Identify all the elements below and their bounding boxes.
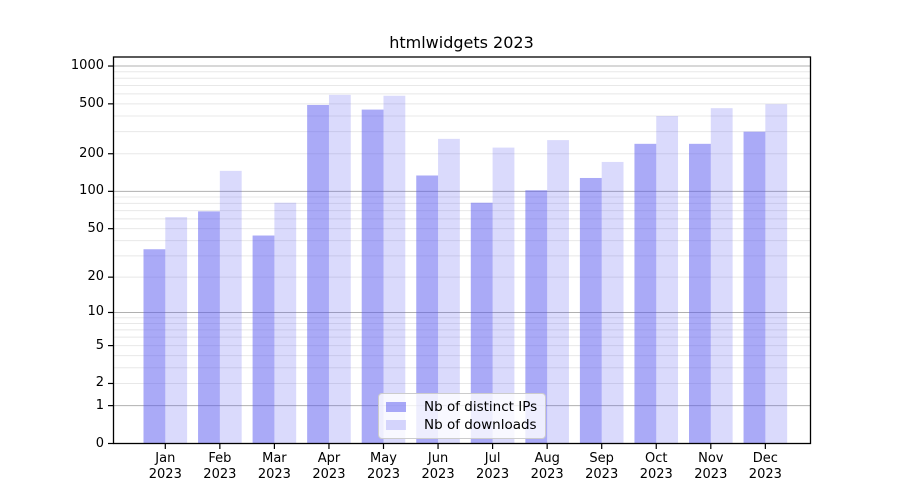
legend-label-distinct-ips: Nb of distinct IPs	[424, 399, 538, 415]
x-tick-label: Sep 2023	[585, 451, 619, 482]
bar-distinct-ips-oct	[634, 143, 657, 444]
x-tick-label: May 2023	[366, 451, 401, 482]
y-tick-label: 2	[95, 375, 104, 391]
bar-downloads-may	[383, 95, 406, 444]
y-tick-label: 5	[95, 337, 104, 353]
bar-distinct-ips-mar	[252, 235, 275, 444]
x-tick-label: Nov 2023	[694, 451, 728, 482]
legend-label-downloads: Nb of downloads	[424, 417, 537, 433]
y-tick-label: 10	[87, 304, 104, 320]
bar-downloads-dec	[765, 104, 788, 444]
chart-title: htmlwidgets 2023	[389, 33, 534, 52]
bar-distinct-ips-sep	[579, 177, 602, 444]
bar-distinct-ips-aug	[525, 190, 548, 444]
y-tick-label: 1000	[70, 58, 104, 74]
bar-distinct-ips-nov	[689, 143, 711, 444]
x-tick-label: Mar 2023	[257, 451, 291, 482]
x-tick-label: Apr 2023	[312, 451, 346, 482]
bar-downloads-nov	[710, 108, 733, 444]
x-tick-label: Jun 2023	[421, 451, 455, 482]
x-tick-label: Aug 2023	[530, 451, 564, 482]
bar-distinct-ips-jul	[470, 202, 493, 444]
x-tick-label: Oct 2023	[639, 451, 673, 482]
legend-item-downloads: Nb of downloads	[386, 417, 545, 433]
y-tick-label: 100	[79, 183, 104, 199]
y-tick-label: 200	[79, 145, 104, 161]
legend-swatch-downloads	[386, 420, 406, 430]
bar-downloads-apr	[328, 94, 351, 444]
bar-downloads-jul	[492, 147, 515, 444]
legend-item-distinct-ips: Nb of distinct IPs	[386, 399, 545, 415]
bar-downloads-sep	[601, 161, 624, 444]
y-tick-label: 0	[95, 435, 104, 451]
x-tick-label: Jul 2023	[476, 451, 510, 482]
y-tick-label: 20	[87, 269, 104, 285]
bar-downloads-feb	[219, 170, 242, 444]
bar-downloads-aug	[547, 140, 569, 444]
x-tick-label: Dec 2023	[748, 451, 782, 482]
axis-frame	[112, 56, 812, 445]
bar-downloads-mar	[274, 202, 297, 444]
bar-distinct-ips-dec	[743, 131, 766, 444]
y-tick-label: 500	[79, 95, 104, 111]
y-tick-label: 1	[95, 397, 104, 413]
legend: Nb of distinct IPs Nb of downloads	[378, 393, 546, 439]
bar-distinct-ips-may	[361, 109, 384, 444]
bar-distinct-ips-jan	[143, 249, 166, 444]
x-tick-label: Feb 2023	[203, 451, 237, 482]
bar-downloads-jan	[165, 217, 188, 444]
bar-distinct-ips-apr	[307, 104, 329, 444]
bar-downloads-jun	[438, 138, 460, 444]
bar-distinct-ips-jun	[416, 175, 439, 444]
legend-swatch-distinct-ips	[386, 402, 406, 412]
bar-distinct-ips-feb	[198, 211, 220, 444]
x-tick-label: Jan 2023	[148, 451, 182, 482]
y-tick-label: 50	[87, 220, 104, 236]
bar-downloads-oct	[656, 116, 679, 444]
